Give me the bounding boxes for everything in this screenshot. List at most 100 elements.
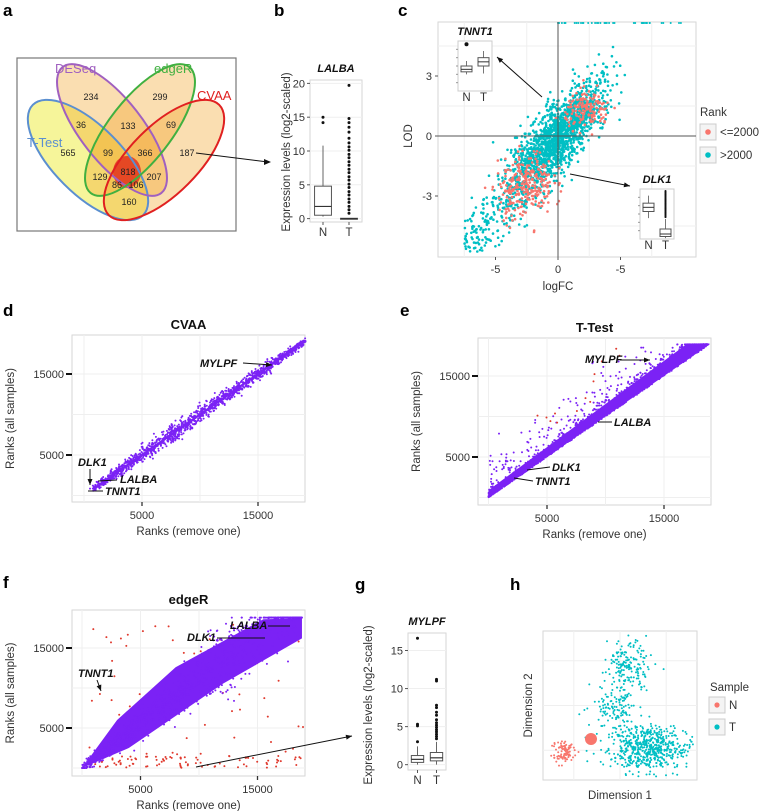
data-point-rank-gt-2000 (519, 217, 523, 221)
data-point-rank-gt-2000 (500, 197, 503, 201)
data-point (228, 398, 231, 401)
data-point-rank-gt-2000 (598, 78, 601, 82)
data-point-rank-gt-2000 (569, 131, 572, 135)
data-point-rank-gt-2000 (487, 228, 491, 231)
data-point-rank-le-2000 (542, 201, 545, 205)
data-point-rank-gt-2000 (551, 143, 555, 147)
data-point-rank-le-2000 (527, 185, 530, 189)
data-point-rank-gt-2000 (518, 147, 521, 151)
data-point-rank-le-2000 (491, 188, 494, 191)
data-point-rank-gt-2000 (550, 165, 553, 168)
venn-set-cvaa (102, 98, 226, 222)
data-point-rank-gt-2000 (489, 217, 492, 220)
data-point-rank-le-2000 (532, 230, 536, 234)
data-point-rank-le-2000 (534, 152, 538, 156)
data-point-rank-gt-2000 (513, 206, 516, 210)
data-point-rank-gt-2000 (496, 204, 499, 207)
venn-count: 234 (83, 92, 98, 102)
data-point-rank-le-2000 (582, 79, 585, 82)
data-point-rank-gt-2000 (528, 154, 532, 158)
outlier-point (347, 141, 351, 145)
data-point-rank-le-2000 (603, 119, 606, 123)
data-point (304, 337, 307, 340)
data-point-rank-gt-2000 (573, 72, 577, 75)
data-point-rank-gt-2000 (532, 137, 536, 140)
data-point-rank-gt-2000 (566, 128, 570, 132)
data-point-rank-gt-2000 (509, 218, 512, 222)
data-point (264, 361, 267, 363)
data-point-rank-le-2000 (531, 197, 535, 201)
data-point-rank-le-2000 (593, 117, 596, 121)
data-point-rank-le-2000 (545, 174, 549, 177)
data-point-rank-le-2000 (517, 156, 521, 159)
data-point-rank-gt-2000 (509, 151, 513, 154)
data-point-rank-gt-2000 (527, 132, 531, 136)
data-point-rank-gt-2000 (588, 77, 591, 80)
legend-rank: Rank<=2000>2000 (699, 107, 759, 164)
data-point-rank-le-2000 (508, 226, 512, 230)
data-point (145, 453, 148, 456)
data-point-rank-gt-2000 (573, 82, 576, 85)
outlier-point (664, 216, 667, 219)
data-point-rank-gt-2000 (477, 238, 481, 241)
data-point-rank-gt-2000 (559, 130, 563, 133)
data-point-rank-gt-2000 (520, 159, 523, 163)
outlier-point (347, 160, 351, 164)
data-point-rank-gt-2000 (474, 241, 478, 245)
data-point (125, 469, 128, 472)
data-point-rank-le-2000 (511, 219, 514, 222)
data-point-rank-gt-2000 (501, 176, 504, 179)
data-point-rank-gt-2000 (515, 203, 519, 206)
data-point (147, 452, 150, 455)
venn-set-deseq (56, 63, 168, 197)
data-point-rank-gt-2000 (571, 124, 574, 128)
data-point-rank-le-2000 (581, 109, 585, 112)
data-point-rank-gt-2000 (564, 154, 568, 158)
data-point-rank-gt-2000 (525, 224, 529, 227)
data-point-rank-gt-2000 (566, 145, 570, 148)
data-point (161, 433, 164, 436)
data-point (212, 409, 215, 412)
data-point-rank-gt-2000 (526, 150, 530, 153)
data-point-rank-le-2000 (539, 180, 543, 183)
data-point-rank-gt-2000 (569, 89, 572, 92)
data-point (162, 442, 165, 445)
outlier-point (347, 175, 351, 179)
data-point (222, 392, 225, 395)
data-point-rank-gt-2000 (567, 155, 571, 158)
data-point (117, 475, 120, 478)
data-point-rank-gt-2000 (464, 234, 468, 238)
data-point-rank-le-2000 (505, 210, 508, 214)
data-point (298, 342, 301, 344)
data-point-rank-le-2000 (525, 182, 528, 185)
data-point-rank-gt-2000 (513, 136, 517, 140)
data-point-rank-le-2000 (522, 179, 526, 183)
data-point (651, 365, 654, 368)
data-point-rank-gt-2000 (540, 150, 544, 154)
data-point-rank-le-2000 (545, 195, 549, 198)
data-point-rank-gt-2000 (618, 64, 622, 67)
data-point-rank-gt-2000 (520, 190, 523, 193)
data-point (233, 395, 236, 398)
data-point-rank-le-2000 (589, 118, 593, 122)
data-point-rank-le-2000 (580, 106, 584, 109)
data-point-rank-gt-2000 (533, 131, 536, 134)
data-point-rank-gt-2000 (584, 113, 588, 117)
data-point-rank-gt-2000 (489, 239, 493, 242)
data-point-rank-le-2000 (506, 207, 510, 210)
data-point (671, 350, 674, 353)
data-point-rank-gt-2000 (471, 227, 474, 231)
data-point (184, 419, 187, 422)
data-point (151, 457, 154, 460)
y-tick-label: -3 (422, 191, 432, 203)
data-point (277, 354, 280, 357)
data-point-rank-le-2000 (530, 170, 533, 174)
data-point-rank-gt-2000 (560, 168, 564, 172)
data-point-rank-le-2000 (513, 187, 516, 190)
data-point-rank-gt-2000 (541, 140, 544, 143)
data-point-rank-gt-2000 (599, 126, 602, 130)
data-point-rank-le-2000 (583, 92, 586, 96)
